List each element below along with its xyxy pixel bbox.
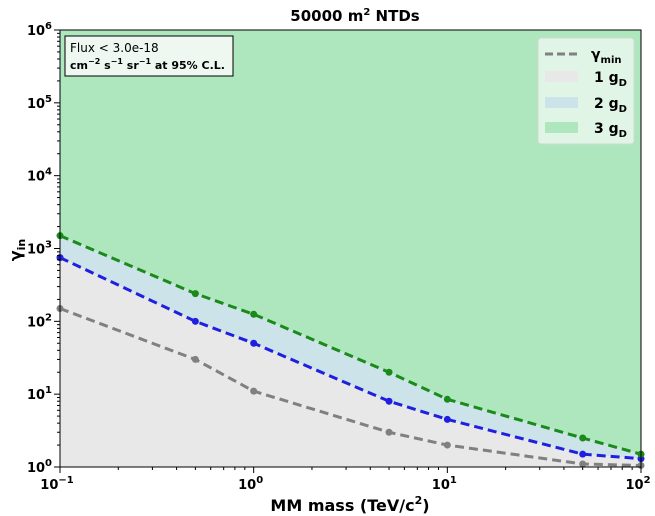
- legend: γmin 1 gD 2 gD 3 gD: [537, 37, 635, 145]
- point-3gd-3: [385, 368, 393, 376]
- point-1gd-1: [191, 355, 199, 363]
- x-tick-label-0: 10−1: [40, 475, 73, 493]
- point-2gd-2: [250, 339, 258, 347]
- y-axis-label: γin: [6, 239, 28, 262]
- legend-2gd-label: 2 gD: [594, 96, 627, 115]
- point-2gd-4: [443, 415, 451, 423]
- point-2gd-5: [579, 450, 587, 458]
- annotation-box: [64, 35, 234, 77]
- x-tick-label-3: 102: [625, 475, 650, 493]
- legend-1gd-swatch: [545, 71, 578, 82]
- axis-ticks: [54, 29, 642, 473]
- y-tick-label-2: 102: [27, 312, 52, 330]
- point-2gd-1: [191, 317, 199, 325]
- y-tick-label-6: 106: [27, 21, 52, 39]
- point-1gd-2: [250, 387, 258, 395]
- y-tick-label-0: 100: [27, 458, 52, 476]
- legend-gamma-min-label: γmin: [591, 47, 622, 66]
- point-1gd-5: [579, 460, 587, 468]
- legend-box: [537, 37, 635, 145]
- annotation-line-1: Flux < 3.0e-18: [70, 41, 159, 55]
- band-1gd: [60, 308, 641, 467]
- legend-3gd-swatch: [545, 122, 578, 133]
- chart-title: 50000 m2 NTDs: [290, 7, 419, 25]
- point-1gd-3: [385, 428, 393, 436]
- y-tick-label-1: 101: [27, 385, 52, 403]
- x-tick-label-1: 100: [238, 475, 263, 493]
- y-tick-label-3: 103: [27, 240, 52, 258]
- x-tick-label-2: 101: [432, 475, 457, 493]
- x-axis-label: MM mass (TeV/c2): [270, 494, 429, 515]
- region-fills: [60, 30, 641, 467]
- annotation-line-2: cm−2 s−1 sr−1 at 95% C.L.: [70, 57, 225, 72]
- legend-3gd-label: 3 gD: [594, 121, 627, 140]
- point-3gd-5: [579, 434, 587, 442]
- point-3gd-2: [250, 310, 258, 318]
- point-3gd-4: [443, 395, 451, 403]
- legend-2gd-swatch: [545, 97, 578, 108]
- point-1gd-4: [443, 441, 451, 449]
- y-tick-label-5: 105: [27, 94, 52, 112]
- legend-1gd-label: 1 gD: [594, 70, 627, 89]
- region-above-3gd: [60, 30, 641, 455]
- point-3gd-1: [191, 290, 199, 298]
- y-tick-label-4: 104: [27, 167, 52, 185]
- point-2gd-3: [385, 397, 393, 405]
- flux-annotation: Flux < 3.0e-18 cm−2 s−1 sr−1 at 95% C.L.: [64, 35, 234, 77]
